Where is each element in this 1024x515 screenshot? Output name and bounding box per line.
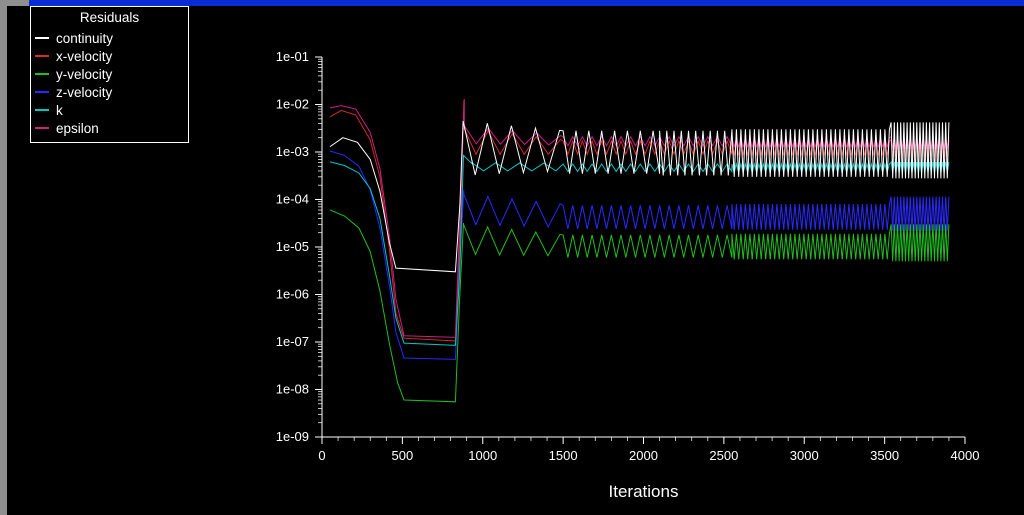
legend-entry-y-velocity: y-velocity (31, 65, 188, 83)
legend-line-sample (35, 55, 49, 57)
legend-entry-label: continuity (56, 30, 114, 46)
x-tick-label: 2000 (629, 448, 658, 463)
x-tick-label: 4000 (951, 448, 980, 463)
x-tick-label: 1000 (468, 448, 497, 463)
x-tick-label: 500 (392, 448, 414, 463)
legend-entry-label: y-velocity (56, 66, 113, 82)
legend-line-sample (35, 127, 49, 129)
series-y-velocity-line (329, 209, 950, 403)
titlebar-corner (7, 0, 29, 6)
legend-entry-label: z-velocity (56, 84, 113, 100)
legend-entry-epsilon: epsilon (31, 119, 188, 137)
x-axis-title: Iterations (608, 482, 679, 501)
series-continuity-line (329, 120, 950, 273)
y-tick-label: 1e-01 (276, 49, 309, 64)
series-z-velocity-line (329, 150, 950, 360)
y-tick-label: 1e-06 (276, 287, 309, 302)
y-tick-label: 1e-03 (276, 144, 309, 159)
window-titlebar[interactable] (7, 0, 1024, 6)
legend-entries: continuity x-velocity y-velocity z-velocity… (31, 29, 188, 137)
y-tick-label: 1e-02 (276, 97, 309, 112)
y-tick-label: 1e-08 (276, 382, 309, 397)
legend-entry-x-velocity: x-velocity (31, 47, 188, 65)
x-tick-label: 3000 (790, 448, 819, 463)
x-tick-label: 1500 (549, 448, 578, 463)
x-tick-label: 0 (318, 448, 325, 463)
y-tick-label: 1e-07 (276, 334, 309, 349)
legend-line-sample (35, 37, 49, 39)
legend-entry-label: k (56, 102, 63, 118)
legend-entry-continuity: continuity (31, 29, 188, 47)
legend-line-sample (35, 91, 49, 93)
x-tick-label: 3500 (870, 448, 899, 463)
legend-entry-label: x-velocity (56, 48, 113, 64)
residuals-legend: Residuals continuity x-velocity y-velocity… (30, 6, 189, 143)
y-tick-label: 1e-09 (276, 429, 309, 444)
window-frame-left (0, 0, 7, 515)
y-tick-label: 1e-05 (276, 239, 309, 254)
legend-line-sample (35, 109, 49, 111)
legend-line-sample (35, 73, 49, 75)
y-tick-label: 1e-04 (276, 192, 309, 207)
legend-entry-label: epsilon (56, 120, 99, 136)
titlebar-bar (29, 0, 1024, 6)
legend-entry-z-velocity: z-velocity (31, 83, 188, 101)
legend-title: Residuals (79, 10, 140, 25)
legend-entry-k: k (31, 101, 188, 119)
x-tick-label: 2500 (709, 448, 738, 463)
